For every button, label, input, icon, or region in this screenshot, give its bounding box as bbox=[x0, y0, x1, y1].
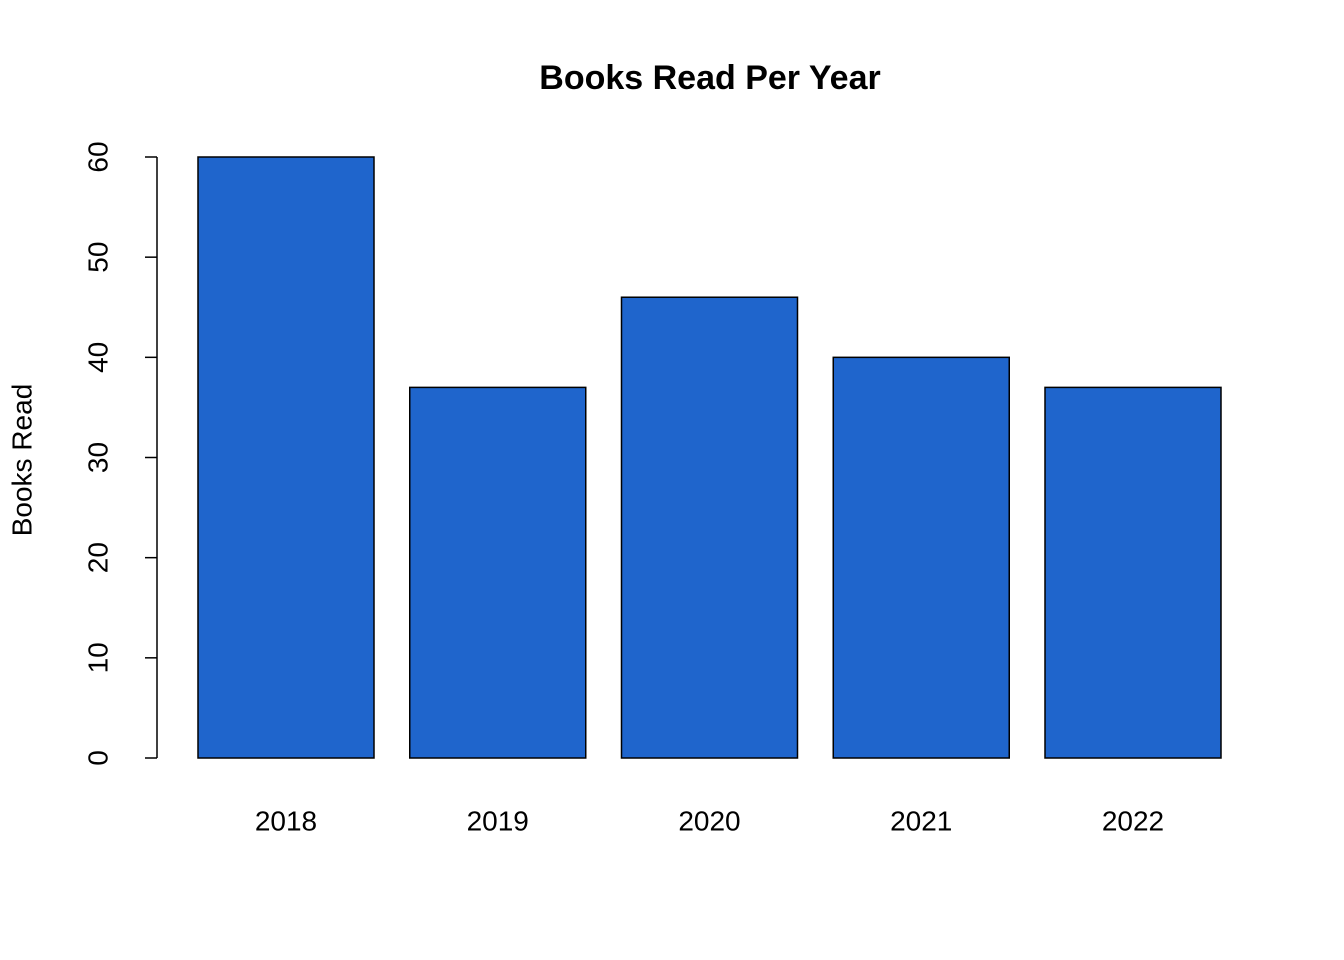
x-tick-label: 2018 bbox=[255, 805, 317, 836]
bar bbox=[197, 156, 375, 759]
bar bbox=[1044, 386, 1222, 759]
x-tick-label: 2019 bbox=[467, 805, 529, 836]
y-tick-label: 30 bbox=[82, 442, 113, 473]
y-tick-label: 40 bbox=[82, 342, 113, 373]
x-tick-label: 2020 bbox=[678, 805, 740, 836]
x-tick-label: 2022 bbox=[1102, 805, 1164, 836]
x-tick-label: 2021 bbox=[890, 805, 952, 836]
y-tick-label: 50 bbox=[82, 242, 113, 273]
bar bbox=[409, 386, 587, 759]
bar bbox=[832, 356, 1010, 759]
y-tick-label: 60 bbox=[82, 141, 113, 172]
y-axis-label: Books Read bbox=[6, 384, 37, 537]
y-tick-label: 0 bbox=[82, 750, 113, 766]
y-tick-label: 10 bbox=[82, 642, 113, 673]
y-tick-label: 20 bbox=[82, 542, 113, 573]
chart-title: Books Read Per Year bbox=[539, 59, 880, 97]
bar bbox=[620, 296, 799, 759]
